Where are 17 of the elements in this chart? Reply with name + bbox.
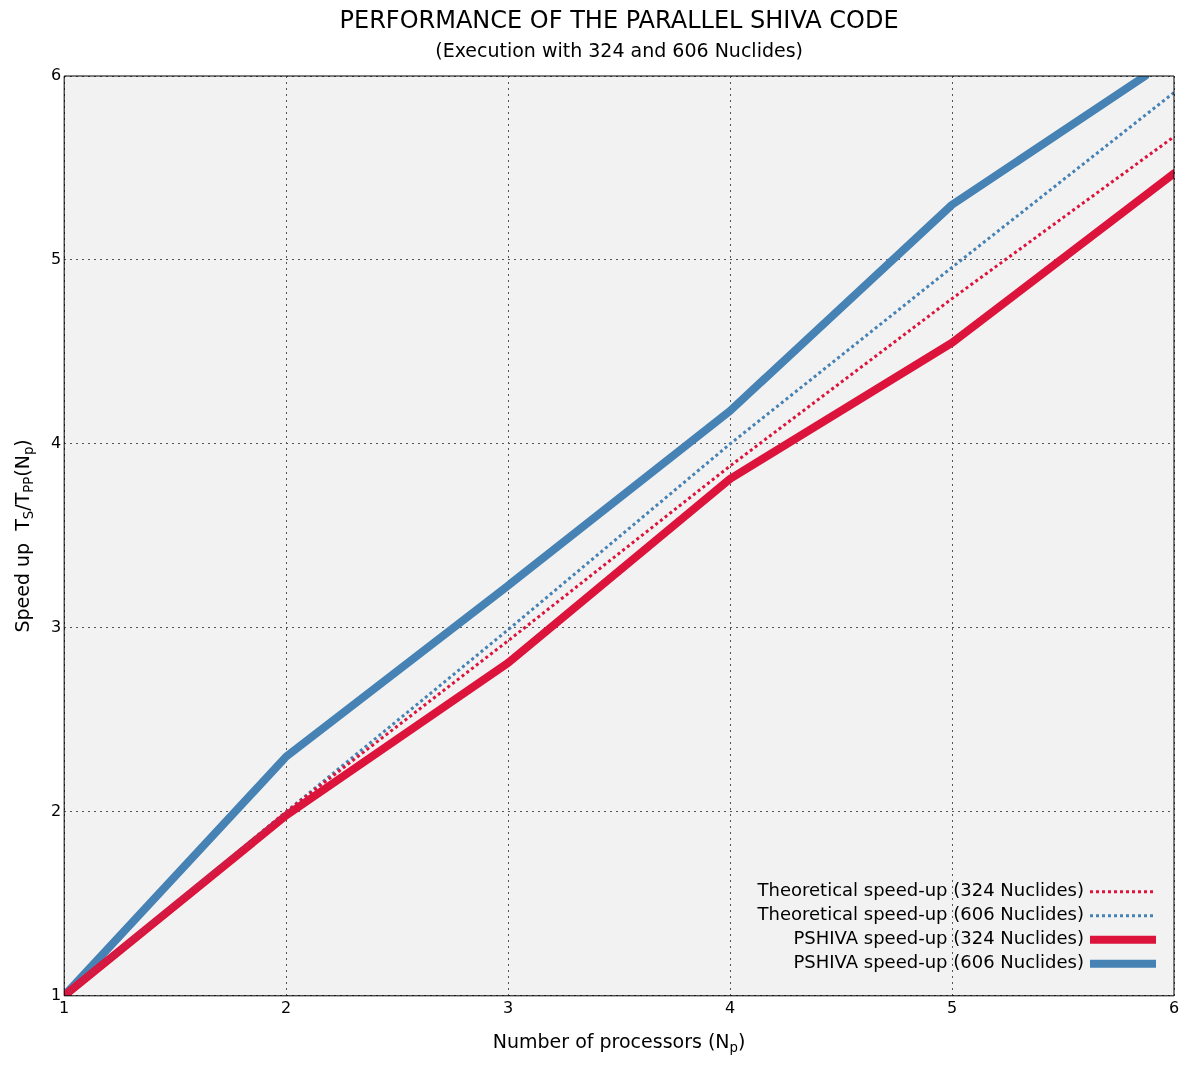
- y-tick-label: 5: [50, 249, 62, 269]
- legend-label: Theoretical speed-up (324 Nuclides): [756, 879, 1085, 901]
- legend-label: PSHIVA speed-up (606 Nuclides): [793, 951, 1085, 973]
- y-tick-label: 2: [50, 801, 62, 820]
- x-tick-label: 3: [503, 997, 514, 1017]
- x-tick-label: 5: [946, 997, 958, 1017]
- x-tick-label: 2: [281, 997, 292, 1017]
- y-tick-label: 6: [50, 65, 62, 85]
- y-axis-title: Speed up TS/TPP(Np): [10, 439, 37, 633]
- chart-title: PERFORMANCE OF THE PARALLEL SHIVA CODE: [339, 6, 899, 35]
- legend-label: PSHIVA speed-up (324 Nuclides): [793, 927, 1085, 949]
- y-tick-label: 4: [50, 433, 62, 453]
- legend-label: Theoretical speed-up (606 Nuclides): [756, 903, 1085, 925]
- y-tick-label: 3: [50, 617, 62, 637]
- x-tick-label: 6: [1168, 997, 1180, 1017]
- chart-subtitle: (Execution with 324 and 606 Nuclides): [435, 38, 803, 61]
- x-tick-label: 4: [724, 997, 736, 1017]
